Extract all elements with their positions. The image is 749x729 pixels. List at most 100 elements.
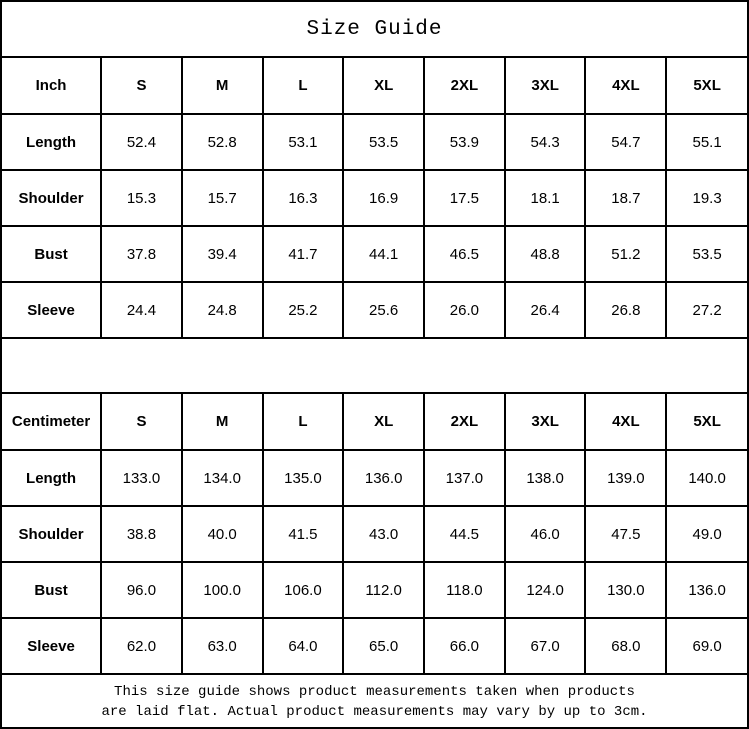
value-cell: 52.4 <box>101 114 183 171</box>
value-cell: 139.0 <box>585 450 668 507</box>
measurement-row: Length 133.0 134.0 135.0 136.0 137.0 138.0 139.… <box>2 450 747 507</box>
page-title: Size Guide <box>2 2 747 58</box>
value-cell: 44.1 <box>343 226 426 283</box>
value-cell: 25.6 <box>343 282 426 339</box>
value-cell: 54.3 <box>504 114 587 171</box>
value-cell: 100.0 <box>181 562 264 619</box>
size-header-cell: 2XL <box>424 394 506 451</box>
value-cell: 24.4 <box>101 282 183 339</box>
value-cell: 24.8 <box>181 282 264 339</box>
size-header-cell: S <box>101 58 183 115</box>
value-cell: 133.0 <box>101 450 183 507</box>
value-cell: 16.3 <box>262 170 345 227</box>
size-header-cell: 3XL <box>504 394 587 451</box>
centimeter-table: Centimeter S M L XL 2XL 3XL 4XL 5XL Length 133.0 13… <box>2 394 747 675</box>
value-cell: 39.4 <box>181 226 264 283</box>
value-cell: 53.5 <box>666 226 747 283</box>
size-header-cell: XL <box>343 394 426 451</box>
value-cell: 136.0 <box>666 562 747 619</box>
size-header-cell: 3XL <box>504 58 587 115</box>
size-header-cell: M <box>181 58 264 115</box>
value-cell: 41.7 <box>262 226 345 283</box>
value-cell: 47.5 <box>585 506 668 563</box>
value-cell: 53.5 <box>343 114 426 171</box>
value-cell: 140.0 <box>666 450 747 507</box>
value-cell: 106.0 <box>262 562 345 619</box>
measurement-row: Bust 37.8 39.4 41.7 44.1 46.5 48.8 51.2 53.5 <box>2 226 747 283</box>
value-cell: 37.8 <box>101 226 183 283</box>
value-cell: 55.1 <box>666 114 747 171</box>
row-label-cell: Shoulder <box>2 170 103 227</box>
size-header-cell: 5XL <box>666 394 747 451</box>
value-cell: 124.0 <box>504 562 587 619</box>
measurement-note: This size guide shows product measuremen… <box>2 675 747 727</box>
size-header-row: Inch S M L XL 2XL 3XL 4XL 5XL <box>2 58 747 115</box>
size-header-cell: 4XL <box>585 394 668 451</box>
value-cell: 43.0 <box>343 506 426 563</box>
value-cell: 138.0 <box>504 450 587 507</box>
value-cell: 41.5 <box>262 506 345 563</box>
unit-header-cell: Centimeter <box>2 394 103 451</box>
measurement-row: Bust 96.0 100.0 106.0 112.0 118.0 124.0 130.0 13… <box>2 562 747 619</box>
table-spacer <box>2 339 747 394</box>
value-cell: 38.8 <box>101 506 183 563</box>
inch-table: Inch S M L XL 2XL 3XL 4XL 5XL Length 52.4 52.8 53.1 5… <box>2 58 747 339</box>
value-cell: 135.0 <box>262 450 345 507</box>
value-cell: 19.3 <box>666 170 747 227</box>
value-cell: 130.0 <box>585 562 668 619</box>
value-cell: 15.7 <box>181 170 264 227</box>
value-cell: 96.0 <box>101 562 183 619</box>
value-cell: 51.2 <box>585 226 668 283</box>
value-cell: 63.0 <box>181 618 264 675</box>
size-header-cell: L <box>262 394 345 451</box>
row-label-cell: Sleeve <box>2 618 103 675</box>
value-cell: 16.9 <box>343 170 426 227</box>
row-label-cell: Sleeve <box>2 282 103 339</box>
value-cell: 136.0 <box>343 450 426 507</box>
measurement-row: Sleeve 62.0 63.0 64.0 65.0 66.0 67.0 68.0 69.0 <box>2 618 747 675</box>
value-cell: 18.7 <box>585 170 668 227</box>
value-cell: 54.7 <box>585 114 668 171</box>
value-cell: 46.5 <box>424 226 506 283</box>
value-cell: 17.5 <box>424 170 506 227</box>
size-header-cell: 5XL <box>666 58 747 115</box>
row-label-cell: Bust <box>2 226 103 283</box>
row-label-cell: Bust <box>2 562 103 619</box>
row-label-cell: Shoulder <box>2 506 103 563</box>
value-cell: 65.0 <box>343 618 426 675</box>
value-cell: 48.8 <box>504 226 587 283</box>
value-cell: 18.1 <box>504 170 587 227</box>
note-line-1: This size guide shows product measuremen… <box>114 684 635 700</box>
value-cell: 53.9 <box>424 114 506 171</box>
unit-header-cell: Inch <box>2 58 103 115</box>
value-cell: 67.0 <box>504 618 587 675</box>
value-cell: 26.8 <box>585 282 668 339</box>
value-cell: 64.0 <box>262 618 345 675</box>
size-header-row: Centimeter S M L XL 2XL 3XL 4XL 5XL <box>2 394 747 451</box>
value-cell: 137.0 <box>424 450 506 507</box>
row-label-cell: Length <box>2 114 103 171</box>
value-cell: 62.0 <box>101 618 183 675</box>
value-cell: 118.0 <box>424 562 506 619</box>
value-cell: 53.1 <box>262 114 345 171</box>
value-cell: 46.0 <box>504 506 587 563</box>
size-header-cell: M <box>181 394 264 451</box>
value-cell: 49.0 <box>666 506 747 563</box>
size-header-cell: 4XL <box>585 58 668 115</box>
measurement-row: Shoulder 15.3 15.7 16.3 16.9 17.5 18.1 18.7 19.3 <box>2 170 747 227</box>
value-cell: 44.5 <box>424 506 506 563</box>
value-cell: 27.2 <box>666 282 747 339</box>
value-cell: 25.2 <box>262 282 345 339</box>
value-cell: 26.4 <box>504 282 587 339</box>
value-cell: 15.3 <box>101 170 183 227</box>
value-cell: 69.0 <box>666 618 747 675</box>
measurement-row: Length 52.4 52.8 53.1 53.5 53.9 54.3 54.7 55.1 <box>2 114 747 171</box>
value-cell: 26.0 <box>424 282 506 339</box>
note-line-2: are laid flat. Actual product measuremen… <box>101 704 648 720</box>
size-header-cell: XL <box>343 58 426 115</box>
value-cell: 66.0 <box>424 618 506 675</box>
value-cell: 52.8 <box>181 114 264 171</box>
value-cell: 134.0 <box>181 450 264 507</box>
value-cell: 68.0 <box>585 618 668 675</box>
